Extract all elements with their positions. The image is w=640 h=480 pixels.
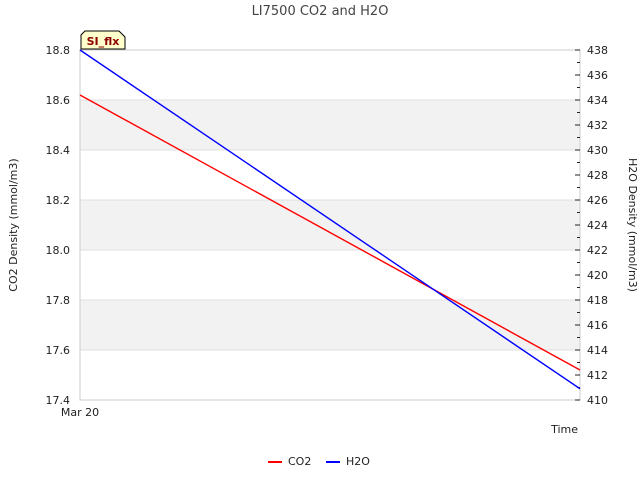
right-tick-label: 422 bbox=[587, 244, 608, 257]
grid-lines bbox=[80, 49, 580, 401]
right-tick-label: 416 bbox=[587, 319, 608, 332]
right-tick-label: 430 bbox=[587, 144, 608, 157]
right-tick-label: 426 bbox=[587, 194, 608, 207]
band bbox=[80, 100, 580, 150]
right-tick-label: 420 bbox=[587, 269, 608, 282]
left-tick-label: 18.4 bbox=[46, 144, 71, 157]
left-tick-label: 17.4 bbox=[46, 394, 71, 407]
band bbox=[80, 200, 580, 250]
left-tick-label: 18.6 bbox=[46, 94, 71, 107]
left-tick-label: 18.2 bbox=[46, 194, 71, 207]
left-tick-label: 17.8 bbox=[46, 294, 71, 307]
band bbox=[80, 300, 580, 350]
right-tick-label: 418 bbox=[587, 294, 608, 307]
badge-shape bbox=[80, 30, 126, 50]
series-line-co2 bbox=[79, 94, 581, 371]
right-tick-label: 410 bbox=[587, 394, 608, 407]
badge-label: SI_flx bbox=[87, 35, 120, 48]
x-tick-label: Mar 20 bbox=[61, 406, 99, 419]
right-tick-label: 438 bbox=[587, 44, 608, 57]
right-tick-label: 428 bbox=[587, 169, 608, 182]
left-axis-ticks: 17.4 17.6 17.8 18.0 18.2 18.4 18.6 18.8 bbox=[46, 44, 71, 407]
left-axis-label: CO2 Density (mmol/m3) bbox=[7, 158, 20, 291]
x-axis-label: Time bbox=[550, 423, 578, 436]
right-axis-label: H2O Density (mmol/m3) bbox=[626, 158, 639, 292]
right-tick-label: 432 bbox=[587, 119, 608, 132]
right-tick-label: 436 bbox=[587, 69, 608, 82]
right-axis-ticks: 410 412 414 416 418 420 422 424 426 428 430 432 434 4… bbox=[575, 44, 608, 407]
series-line-h2o bbox=[79, 49, 581, 390]
series-lines bbox=[79, 49, 581, 390]
left-tick-label: 18.8 bbox=[46, 44, 71, 57]
chart-title: LI7500 CO2 and H2O bbox=[252, 4, 389, 19]
legend-label-co2: CO2 bbox=[288, 455, 311, 468]
left-tick-label: 17.6 bbox=[46, 344, 71, 357]
legend-label-h2o: H2O bbox=[346, 455, 370, 468]
si-flx-badge: SI_flx bbox=[80, 30, 126, 50]
legend: CO2 H2O bbox=[268, 455, 370, 468]
right-tick-label: 434 bbox=[587, 94, 608, 107]
right-tick-label: 412 bbox=[587, 369, 608, 382]
left-tick-label: 18.0 bbox=[46, 244, 71, 257]
right-tick-label: 424 bbox=[587, 219, 608, 232]
right-tick-label: 414 bbox=[587, 344, 608, 357]
background-bands bbox=[80, 100, 580, 350]
